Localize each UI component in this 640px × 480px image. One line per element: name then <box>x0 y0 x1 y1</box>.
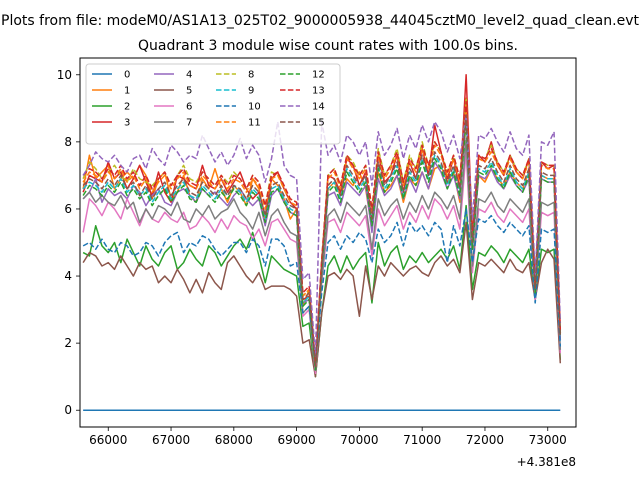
x-tick-label: 70000 <box>340 433 378 447</box>
legend-box <box>85 63 341 145</box>
x-tick-label: 69000 <box>278 433 316 447</box>
y-tick-label: 10 <box>57 68 72 82</box>
legend-label-8: 8 <box>248 70 254 81</box>
legend-label-3: 3 <box>124 118 130 129</box>
legend-label-7: 7 <box>186 118 192 129</box>
legend-label-11: 11 <box>248 118 261 129</box>
legend-label-9: 9 <box>248 86 254 97</box>
legend-label-5: 5 <box>186 86 192 97</box>
legend-label-10: 10 <box>248 102 261 113</box>
legend-label-4: 4 <box>186 70 192 81</box>
chart-title: Quadrant 3 module wise count rates with … <box>138 38 518 54</box>
legend-label-13: 13 <box>312 86 325 97</box>
y-tick-label: 6 <box>64 202 72 216</box>
y-tick-label: 0 <box>64 403 72 417</box>
x-axis-offset-label: +4.381e8 <box>517 455 576 469</box>
series-line-5 <box>82 221 562 378</box>
legend-label-0: 0 <box>124 70 130 81</box>
y-axis: 0 2 4 6 8 10 <box>57 68 80 417</box>
x-tick-label: 72000 <box>466 433 504 447</box>
plot-frame <box>79 57 577 428</box>
x-tick-label: 68000 <box>215 433 253 447</box>
legend-label-14: 14 <box>312 102 325 113</box>
x-tick-label: 73000 <box>529 433 567 447</box>
legend-label-15: 15 <box>312 118 325 129</box>
legend-label-12: 12 <box>312 70 325 81</box>
x-tick-label: 71000 <box>403 433 441 447</box>
legend-label-1: 1 <box>124 86 130 97</box>
y-tick-label: 8 <box>64 135 72 149</box>
x-tick-label: 66000 <box>89 433 127 447</box>
legend-label-6: 6 <box>186 102 192 113</box>
series-line-15 <box>82 114 562 368</box>
x-tick-label: 67000 <box>152 433 190 447</box>
series-line-8 <box>82 97 562 368</box>
x-axis: 66000 67000 68000 69000 70000 71000 72000 73000 <box>89 427 567 447</box>
y-tick-label: 2 <box>64 336 72 350</box>
legend-label-2: 2 <box>124 102 130 113</box>
series-line-12 <box>82 120 562 371</box>
figure-suptitle: Plots from file: modeM0/AS1A13_025T02_90… <box>1 13 639 29</box>
y-tick-label: 4 <box>64 269 72 283</box>
